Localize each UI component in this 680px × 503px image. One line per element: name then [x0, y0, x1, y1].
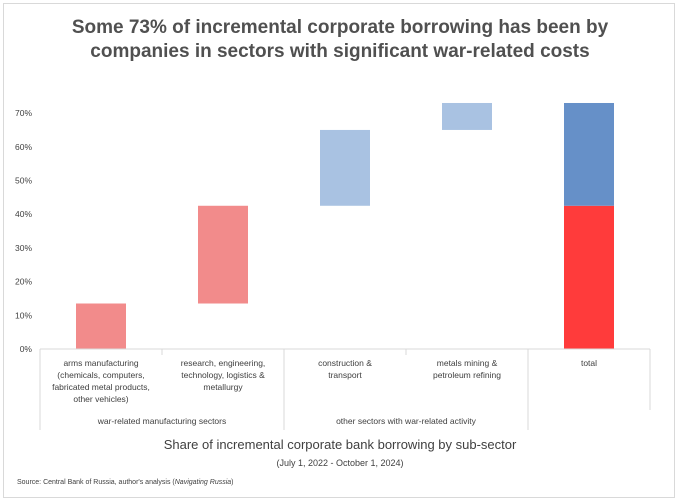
y-tick-label: 60%: [15, 142, 32, 152]
x-axis-title: Share of incremental corporate bank borr…: [163, 437, 517, 452]
y-tick-label: 10%: [15, 310, 32, 320]
source-prefix: Source: Central Bank of Russia, author's…: [17, 479, 175, 486]
source-note: Source: Central Bank of Russia, author's…: [17, 479, 234, 486]
x-tick-label: construction &: [318, 358, 372, 368]
y-axis-ticks: 0% 10% 20% 30% 40% 50% 60% 70%: [15, 108, 32, 354]
y-tick-label: 40%: [15, 209, 32, 219]
y-tick-label: 20%: [15, 277, 32, 287]
x-tick-label: metallurgy: [203, 382, 243, 392]
x-axis-subtitle: (July 1, 2022 - October 1, 2024): [276, 458, 404, 468]
waterfall-bar: [76, 303, 126, 349]
x-tick-label: research, engineering,: [181, 358, 266, 368]
waterfall-bar: [198, 205, 248, 304]
waterfall-bar: [442, 102, 492, 130]
y-tick-label: 0%: [20, 344, 33, 354]
source-italic: Navigating Russia: [174, 479, 232, 486]
total-bar-segment: [564, 205, 614, 349]
chart-frame: [3, 3, 675, 498]
bars: [76, 102, 614, 349]
y-tick-label: 50%: [15, 176, 32, 186]
x-tick-label: arms manufacturing: [63, 358, 138, 368]
chart-title: Some 73% of incremental corporate borrow…: [0, 16, 680, 64]
x-tick-label: fabricated metal products,: [52, 382, 150, 392]
chart-title-line-2: companies in sectors with significant wa…: [90, 41, 590, 62]
x-group-label: other sectors with war-related activity: [336, 416, 477, 426]
source-suffix: ): [231, 479, 234, 486]
x-tick-label: total: [581, 358, 597, 368]
x-group-label: war-related manufacturing sectors: [97, 416, 227, 426]
y-tick-label: 70%: [15, 108, 32, 118]
x-tick-label: technology, logistics &: [181, 370, 265, 380]
waterfall-bar: [320, 129, 370, 206]
x-tick-label: transport: [328, 370, 362, 380]
total-bar-segment: [564, 102, 614, 206]
x-tick-label: (chemicals, computers,: [57, 370, 144, 380]
y-tick-label: 30%: [15, 243, 32, 253]
x-axis: arms manufacturing (chemicals, computers,…: [39, 348, 651, 430]
chart-title-line-1: Some 73% of incremental corporate borrow…: [71, 17, 609, 38]
x-tick-label: other vehicles): [73, 394, 128, 404]
x-tick-label: metals mining &: [437, 358, 498, 368]
x-tick-label: petroleum refining: [433, 370, 501, 380]
